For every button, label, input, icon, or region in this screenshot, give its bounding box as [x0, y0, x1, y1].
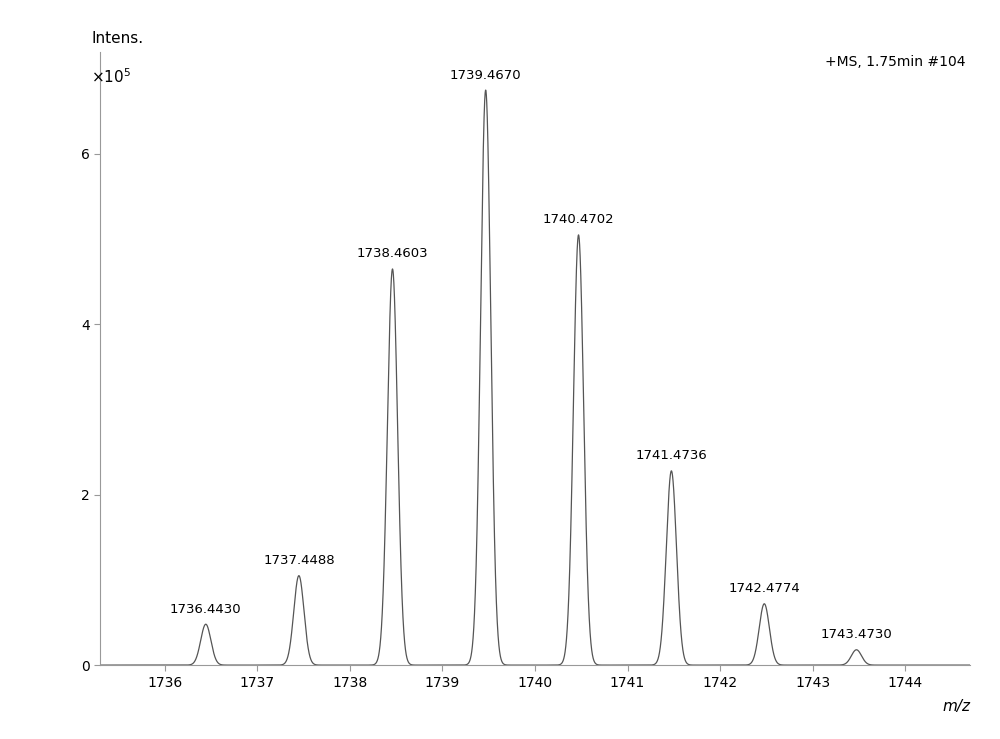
Text: 1736.4430: 1736.4430 [170, 603, 242, 616]
Text: 1742.4774: 1742.4774 [728, 582, 800, 595]
Text: 1737.4488: 1737.4488 [263, 554, 335, 567]
Text: m/z: m/z [942, 699, 970, 714]
Text: 1739.4670: 1739.4670 [450, 69, 521, 81]
Text: 1741.4736: 1741.4736 [636, 449, 707, 463]
Text: 1743.4730: 1743.4730 [821, 628, 892, 641]
Text: 1738.4603: 1738.4603 [357, 248, 428, 260]
Text: +MS, 1.75min #104: +MS, 1.75min #104 [825, 55, 966, 69]
Text: $\times$10$^5$: $\times$10$^5$ [91, 67, 131, 86]
Text: Intens.: Intens. [91, 30, 143, 46]
Text: 1740.4702: 1740.4702 [543, 214, 614, 226]
